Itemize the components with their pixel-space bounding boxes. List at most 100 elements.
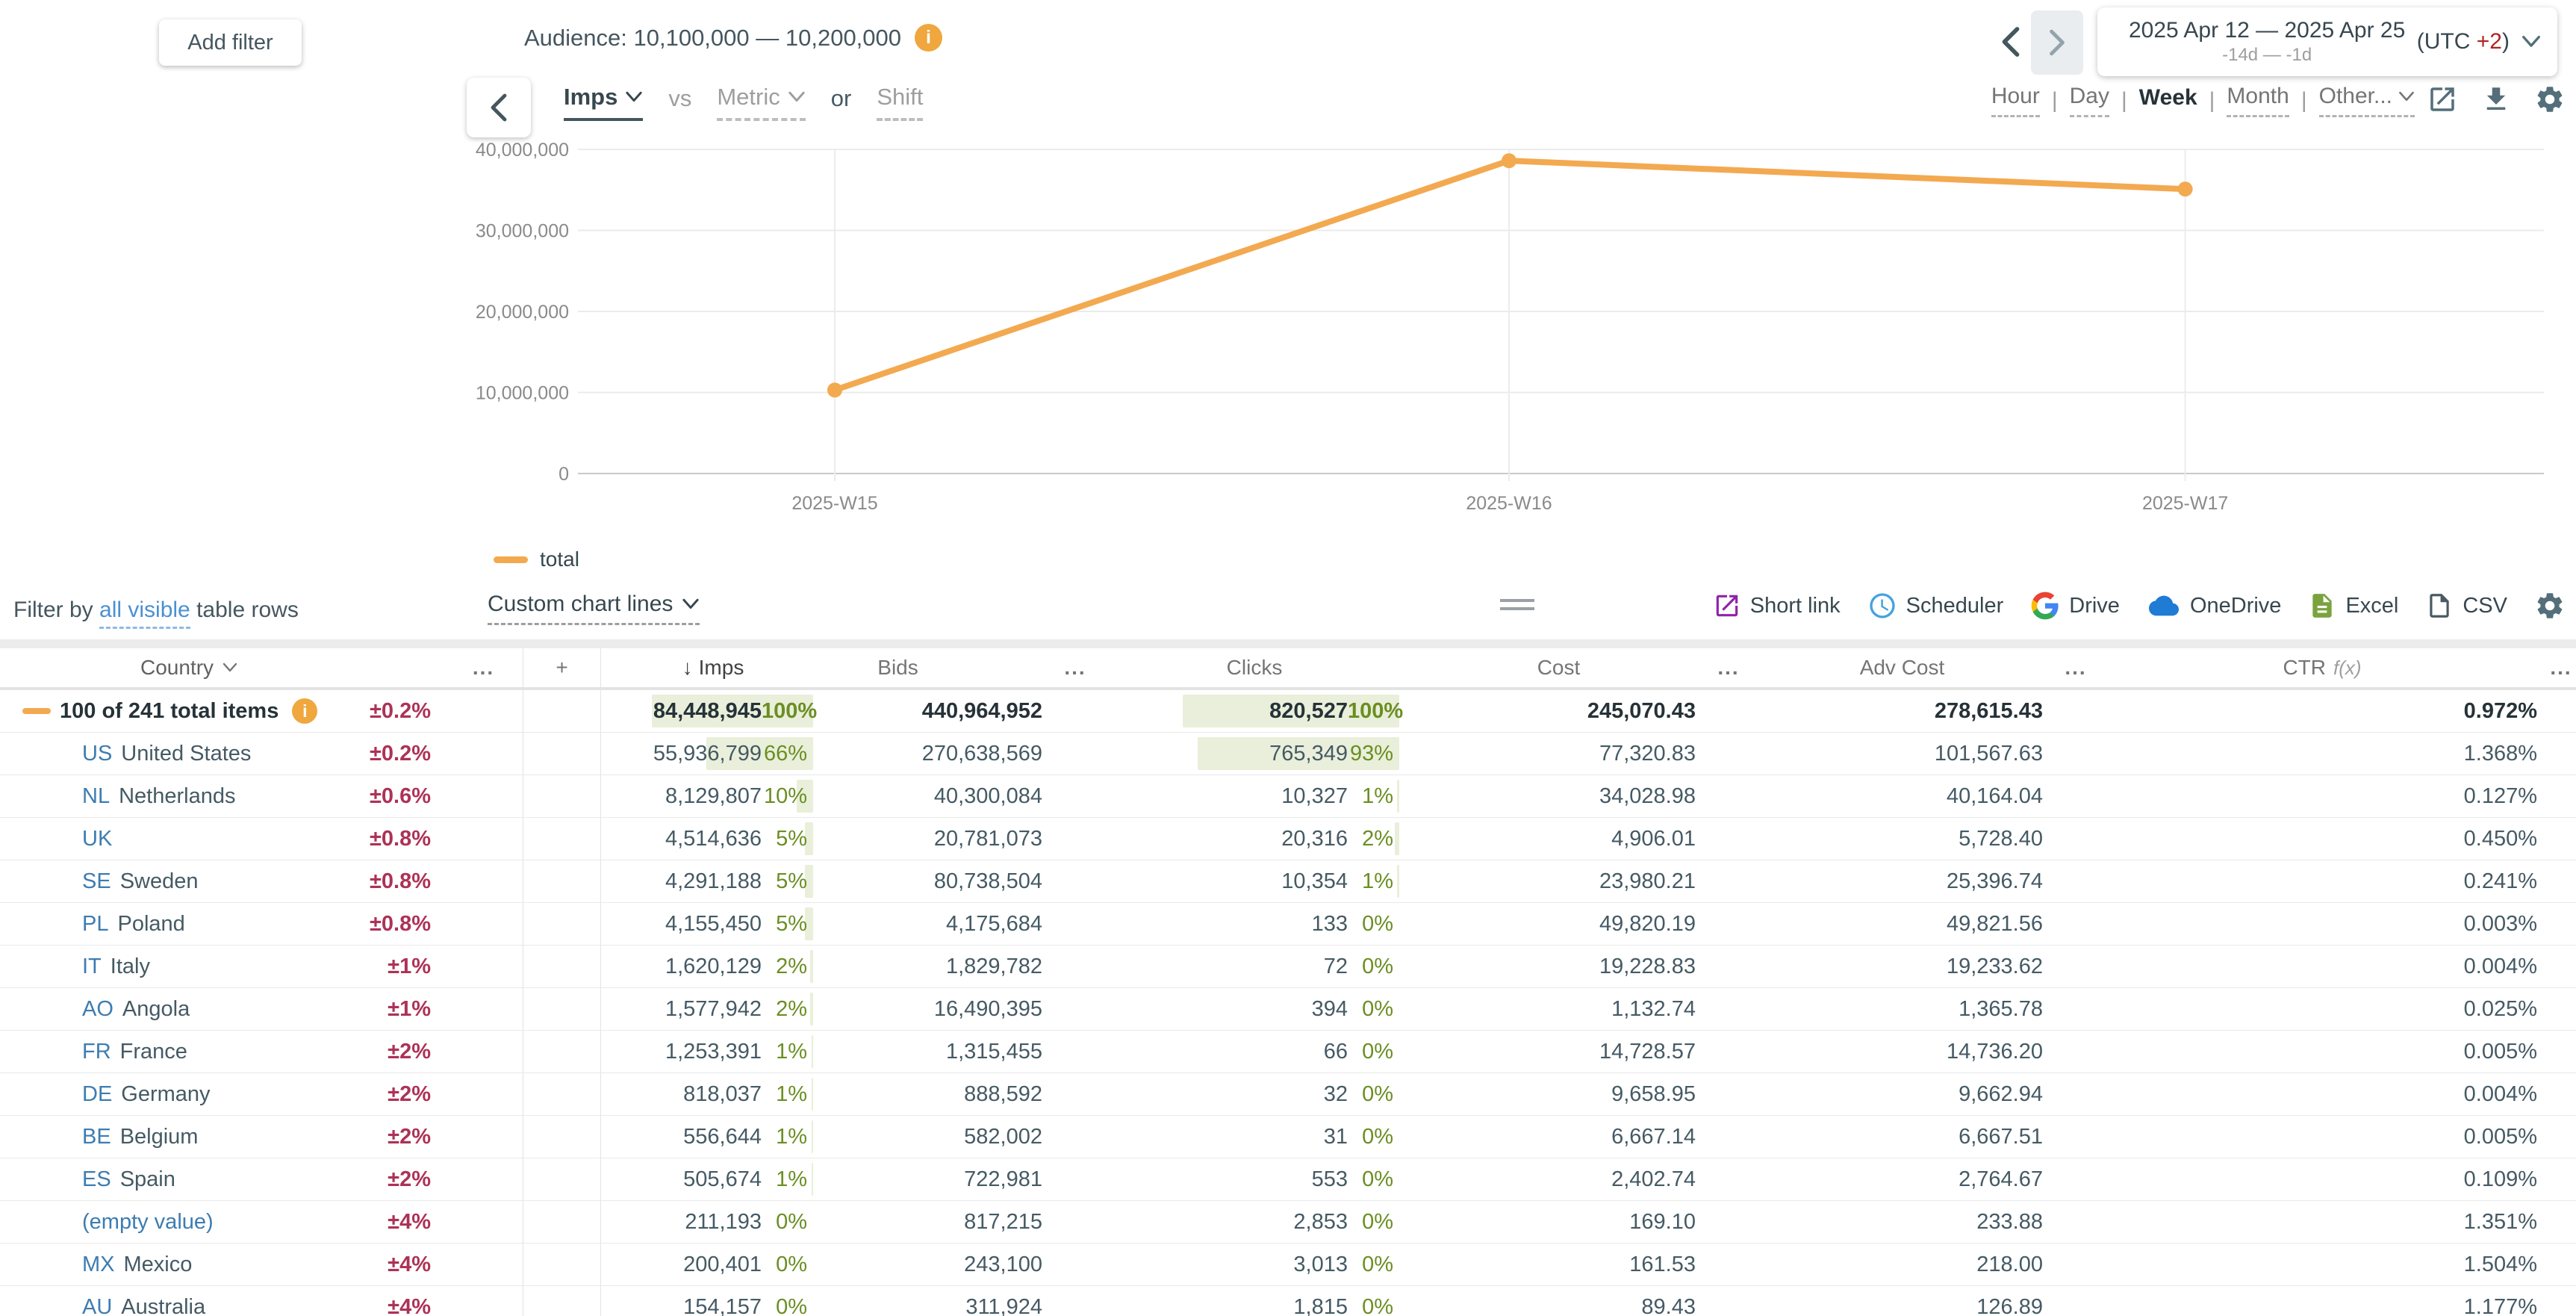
export-short-link-button[interactable]: Short link bbox=[1713, 592, 1841, 620]
utc-selector[interactable]: (UTC +2) bbox=[2417, 29, 2541, 55]
imps-cell: 505,674 1% bbox=[601, 1158, 825, 1200]
country-cell[interactable]: AU Australia bbox=[0, 1286, 332, 1316]
column-header-bids[interactable]: Bids bbox=[877, 656, 918, 679]
country-cell[interactable]: BE Belgium bbox=[0, 1116, 332, 1158]
country-cell[interactable]: DE Germany bbox=[0, 1073, 332, 1115]
add-column-button[interactable]: + bbox=[523, 648, 601, 687]
ctr-cell: 1.177% bbox=[2463, 1294, 2537, 1316]
table-row[interactable]: PL Poland ±0.8% 4,155,450 5% 4,175,684 133 0% 49… bbox=[0, 903, 2576, 946]
clicks-percent: 0% bbox=[1362, 1209, 1393, 1234]
country-name: United States bbox=[121, 741, 252, 766]
chart-resize-handle[interactable] bbox=[1500, 594, 1534, 615]
collapse-chart-button[interactable] bbox=[467, 78, 531, 137]
granularity-option-week[interactable]: Week bbox=[2138, 84, 2197, 110]
country-cell[interactable]: AO Angola bbox=[0, 988, 332, 1030]
bids-column-menu[interactable]: ... bbox=[1064, 656, 1086, 679]
adv-cost-cell: 6,667.51 bbox=[1959, 1124, 2043, 1149]
next-period-button[interactable] bbox=[2031, 10, 2083, 75]
add-filter-button[interactable]: Add filter bbox=[159, 19, 302, 66]
ctr-column-menu[interactable]: ... bbox=[2550, 656, 2572, 679]
table-row[interactable]: FR France ±2% 1,253,391 1% 1,315,455 66 0% 14,72… bbox=[0, 1031, 2576, 1073]
adv-cost-column-menu[interactable]: ... bbox=[2065, 656, 2087, 679]
primary-metric-select[interactable]: Imps bbox=[564, 84, 644, 121]
column-header-adv-cost[interactable]: Adv Cost bbox=[1859, 656, 1945, 679]
country-cell[interactable]: FR France bbox=[0, 1031, 332, 1073]
clicks-percent: 0% bbox=[1362, 911, 1393, 936]
cost-cell: 1,132.74 bbox=[1611, 996, 1696, 1021]
table-row[interactable]: AO Angola ±1% 1,577,942 2% 16,490,395 394 0% 1,1… bbox=[0, 988, 2576, 1031]
prev-period-button[interactable] bbox=[2000, 25, 2022, 58]
clicks-value: 66 bbox=[1323, 1039, 1348, 1064]
export-onedrive-button[interactable]: OneDrive bbox=[2147, 591, 2281, 621]
total-info-icon[interactable]: i bbox=[292, 698, 318, 724]
svg-text:0: 0 bbox=[559, 464, 569, 485]
table-row[interactable]: NL Netherlands ±0.6% 8,129,807 10% 40,300,084… bbox=[0, 775, 2576, 818]
table-row[interactable]: ES Spain ±2% 505,674 1% 722,981 553 0% 2,402.74 2… bbox=[0, 1158, 2576, 1201]
table-row-total[interactable]: 100 of 241 total items i ±0.2% 84,448,945 10… bbox=[0, 690, 2576, 733]
table-settings-gear-icon[interactable] bbox=[2534, 590, 2566, 621]
export-excel-button[interactable]: Excel bbox=[2308, 592, 2398, 620]
table-row[interactable]: (empty value) ±4% 211,193 0% 817,215 2,853 0% 1… bbox=[0, 1201, 2576, 1244]
cost-cell: 6,667.14 bbox=[1611, 1124, 1696, 1149]
imps-share-bar bbox=[809, 993, 813, 1025]
svg-text:20,000,000: 20,000,000 bbox=[476, 302, 569, 323]
ctr-cell: 0.025% bbox=[2463, 996, 2537, 1021]
table-row[interactable]: UK ±0.8% 4,514,636 5% 20,781,073 20,316 2% 4,90… bbox=[0, 818, 2576, 860]
granularity-option-month[interactable]: Month bbox=[2227, 84, 2289, 117]
table-row[interactable]: SE Sweden ±0.8% 4,291,188 5% 80,738,504 10,354… bbox=[0, 860, 2576, 903]
export-drive-button[interactable]: Drive bbox=[2030, 591, 2120, 621]
date-range-main: 2025 Apr 12 — 2025 Apr 25 -14d — -1d bbox=[2129, 18, 2405, 66]
country-cell[interactable]: (empty value) bbox=[0, 1201, 332, 1243]
country-cell[interactable]: SE Sweden bbox=[0, 860, 332, 902]
column-header-imps[interactable]: ↓ Imps bbox=[682, 656, 744, 679]
granularity-option-other[interactable]: Other... bbox=[2318, 84, 2415, 117]
audience-info-icon[interactable]: i bbox=[915, 24, 943, 52]
gear-icon[interactable] bbox=[2534, 84, 2566, 115]
granularity-option-day[interactable]: Day bbox=[2069, 84, 2109, 117]
uncertainty-cell: ±2% bbox=[388, 1124, 431, 1149]
country-column-menu[interactable]: ... bbox=[472, 656, 495, 679]
column-header-clicks[interactable]: Clicks bbox=[1226, 656, 1283, 679]
uncertainty-cell: ±4% bbox=[388, 1294, 431, 1316]
open-in-new-icon[interactable] bbox=[2427, 84, 2458, 115]
country-cell[interactable]: NL Netherlands bbox=[0, 775, 332, 817]
clicks-value: 1,815 bbox=[1293, 1294, 1348, 1316]
export-label: Scheduler bbox=[1905, 593, 2004, 618]
country-cell[interactable]: US United States bbox=[0, 733, 332, 775]
secondary-metric-select[interactable]: Metric bbox=[717, 84, 806, 121]
bids-cell: 311,924 bbox=[965, 1294, 1042, 1316]
export-scheduler-button[interactable]: Scheduler bbox=[1867, 591, 2004, 621]
table-row[interactable]: IT Italy ±1% 1,620,129 2% 1,829,782 72 0% 19,228… bbox=[0, 946, 2576, 988]
plus-column-cell bbox=[523, 1158, 601, 1200]
uncertainty-cell: ±1% bbox=[388, 996, 431, 1021]
chevron-down-icon bbox=[2522, 35, 2540, 47]
download-icon[interactable] bbox=[2480, 84, 2512, 115]
export-csv-button[interactable]: CSV bbox=[2425, 592, 2507, 620]
plus-column-cell bbox=[523, 988, 601, 1030]
column-header-country[interactable]: Country bbox=[0, 648, 332, 687]
column-header-ctr[interactable]: CTR f(x) bbox=[2283, 656, 2362, 679]
line-chart[interactable]: 0 10,000,000 20,000,000 30,000,000 40,000,00… bbox=[461, 138, 2576, 527]
table-row[interactable]: US United States ±0.2% 55,936,799 66% 270,638… bbox=[0, 733, 2576, 775]
column-header-cost[interactable]: Cost bbox=[1537, 656, 1581, 679]
country-cell[interactable]: MX Mexico bbox=[0, 1244, 332, 1285]
country-cell[interactable]: PL Poland bbox=[0, 903, 332, 945]
cost-cell: 161.53 bbox=[1629, 1252, 1696, 1276]
table-row[interactable]: MX Mexico ±4% 200,401 0% 243,100 3,013 0% 161.53… bbox=[0, 1244, 2576, 1286]
filter-by-all-visible-link[interactable]: all visible bbox=[99, 598, 190, 629]
table-row[interactable]: DE Germany ±2% 818,037 1% 888,592 32 0% 9,658.95… bbox=[0, 1073, 2576, 1116]
country-cell[interactable]: UK bbox=[0, 818, 332, 860]
country-cell[interactable]: ES Spain bbox=[0, 1158, 332, 1200]
table-row[interactable]: BE Belgium ±2% 556,644 1% 582,002 31 0% 6,667.14… bbox=[0, 1116, 2576, 1158]
cost-column-menu[interactable]: ... bbox=[1717, 656, 1740, 679]
cost-cell: 23,980.21 bbox=[1599, 869, 1696, 893]
country-cell[interactable]: IT Italy bbox=[0, 946, 332, 987]
imps-cell: 1,577,942 2% bbox=[601, 988, 825, 1030]
country-cell[interactable]: 100 of 241 total items i bbox=[0, 690, 332, 732]
granularity-option-hour[interactable]: Hour bbox=[1991, 84, 2040, 117]
legend-item-total[interactable]: total bbox=[494, 547, 579, 571]
date-range-picker[interactable]: 2025 Apr 12 — 2025 Apr 25 -14d — -1d (UT… bbox=[2097, 7, 2557, 76]
custom-chart-lines-select[interactable]: Custom chart lines bbox=[488, 592, 700, 625]
table-row[interactable]: AU Australia ±4% 154,157 0% 311,924 1,815 0% 89.… bbox=[0, 1286, 2576, 1316]
shift-select[interactable]: Shift bbox=[877, 84, 924, 121]
